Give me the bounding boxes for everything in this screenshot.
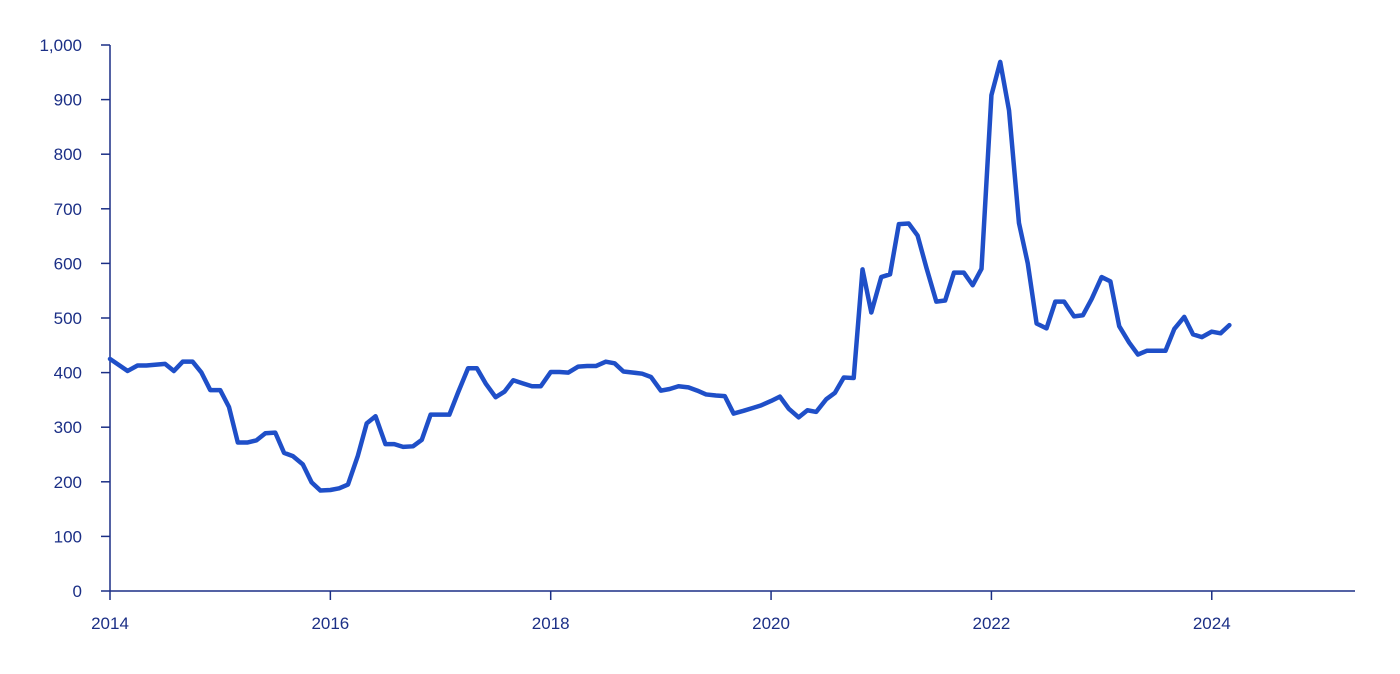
- x-tick-label: 2022: [973, 614, 1011, 633]
- y-axis-ticks: 0 100 200 300 400 500 600 700 800 900 1,000: [39, 36, 110, 601]
- y-tick-label: 1,000: [39, 36, 82, 55]
- y-tick-label: 0: [73, 582, 82, 601]
- series-line: [107, 59, 1232, 493]
- y-tick-label: 400: [54, 364, 82, 383]
- x-tick-label: 2020: [752, 614, 790, 633]
- y-tick-label: 300: [54, 418, 82, 437]
- y-tick-label: 800: [54, 145, 82, 164]
- y-tick-label: 500: [54, 309, 82, 328]
- series-layer: [107, 59, 1232, 493]
- y-tick-label: 700: [54, 200, 82, 219]
- x-tick-label: 2014: [91, 614, 129, 633]
- x-tick-label: 2016: [311, 614, 349, 633]
- y-tick-label: 100: [54, 527, 82, 546]
- y-tick-label: 600: [54, 254, 82, 273]
- x-tick-label: 2024: [1193, 614, 1231, 633]
- x-axis-ticks: 2014 2016 2018 2020 2022 2024: [91, 591, 1231, 633]
- y-tick-label: 900: [54, 91, 82, 110]
- y-tick-label: 200: [54, 473, 82, 492]
- x-tick-label: 2018: [532, 614, 570, 633]
